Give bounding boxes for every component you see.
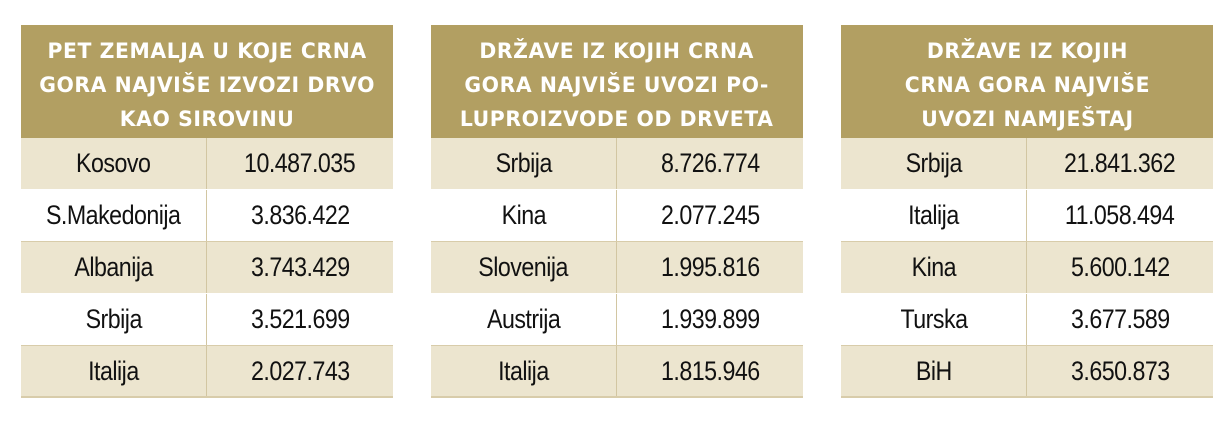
table-row: Turska 3.677.589 (841, 294, 1213, 346)
country-name: Srbija (85, 304, 142, 334)
country-cell: Kosovo (21, 138, 207, 189)
country-cell: Kina (431, 190, 617, 241)
country-name: Italija (88, 355, 139, 386)
table-title: DRŽAVE IZ KOJIH CRNA GORA NAJVIŠE UVOZI … (904, 38, 1150, 131)
value-cell: 3.521.699 (207, 294, 393, 345)
country-cell: Srbija (21, 294, 207, 345)
table-row: Kosovo 10.487.035 (21, 138, 393, 190)
value-cell: 1.815.946 (617, 346, 803, 396)
country-name: Srbija (495, 148, 552, 178)
country-cell: Italija (21, 346, 207, 396)
country-name: Kina (911, 252, 956, 282)
data-table-3: DRŽAVE IZ KOJIH CRNA GORA NAJVIŠE UVOZI … (841, 25, 1213, 398)
country-name: Slovenija (478, 252, 569, 282)
country-cell: Turska (841, 294, 1027, 345)
value-cell: 1.995.816 (617, 242, 803, 293)
table-row: Albanija 3.743.429 (21, 242, 393, 294)
table-header: DRŽAVE IZ KOJIH CRNA GORA NAJVIŠE UVOZI … (841, 25, 1213, 138)
table-row: Kina 5.600.142 (841, 242, 1213, 294)
value-cell: 1.939.899 (617, 294, 803, 345)
table-title: PET ZEMALJA U KOJE CRNA GORA NAJVIŠE IZV… (39, 38, 375, 131)
value-amount: 11.058.494 (1065, 200, 1175, 230)
table-row: BiH 3.650.873 (841, 346, 1213, 398)
value-amount: 2.077.245 (660, 200, 760, 230)
value-cell: 10.487.035 (207, 138, 393, 189)
table-row: Italija 11.058.494 (841, 190, 1213, 242)
value-amount: 3.677.589 (1070, 304, 1170, 334)
value-cell: 3.743.429 (207, 242, 393, 293)
value-cell: 2.077.245 (617, 190, 803, 241)
data-table-2: DRŽAVE IZ KOJIH CRNA GORA NAJVIŠE UVOZI … (431, 25, 803, 398)
table-row: Austrija 1.939.899 (431, 294, 803, 346)
value-amount: 10.487.035 (244, 148, 356, 178)
value-cell: 5.600.142 (1027, 242, 1213, 293)
table-header: PET ZEMALJA U KOJE CRNA GORA NAJVIŠE IZV… (21, 25, 393, 138)
value-amount: 2.027.743 (250, 355, 350, 386)
value-cell: 8.726.774 (617, 138, 803, 189)
country-name: Italija (498, 355, 549, 386)
country-name: Kina (501, 200, 546, 230)
value-cell: 21.841.362 (1027, 138, 1213, 189)
country-cell: Slovenija (431, 242, 617, 293)
value-amount: 1.815.946 (660, 355, 760, 386)
value-cell: 2.027.743 (207, 346, 393, 396)
country-cell: Italija (431, 346, 617, 396)
table-row: Srbija 21.841.362 (841, 138, 1213, 190)
table-row: Slovenija 1.995.816 (431, 242, 803, 294)
value-cell: 3.650.873 (1027, 346, 1213, 396)
value-amount: 5.600.142 (1070, 252, 1170, 282)
data-table-1: PET ZEMALJA U KOJE CRNA GORA NAJVIŠE IZV… (21, 25, 393, 398)
table-row: Srbija 8.726.774 (431, 138, 803, 190)
value-cell: 11.058.494 (1027, 190, 1213, 241)
country-cell: Austrija (431, 294, 617, 345)
country-cell: Kina (841, 242, 1027, 293)
value-amount: 1.939.899 (660, 304, 760, 334)
country-cell: BiH (841, 346, 1027, 396)
value-amount: 21.841.362 (1064, 148, 1176, 178)
value-amount: 3.521.699 (250, 304, 350, 334)
country-name: BiH (915, 355, 952, 386)
country-name: Srbija (905, 148, 962, 178)
table-row: Italija 1.815.946 (431, 346, 803, 398)
country-name: Kosovo (76, 148, 151, 178)
table-row: S.Makedonija 3.836.422 (21, 190, 393, 242)
country-cell: S.Makedonija (21, 190, 207, 241)
value-amount: 3.836.422 (250, 200, 350, 230)
value-amount: 8.726.774 (660, 148, 760, 178)
country-name: Italija (908, 200, 959, 230)
table-row: Srbija 3.521.699 (21, 294, 393, 346)
table-row: Kina 2.077.245 (431, 190, 803, 242)
country-cell: Srbija (841, 138, 1027, 189)
table-header: DRŽAVE IZ KOJIH CRNA GORA NAJVIŠE UVOZI … (431, 25, 803, 138)
country-name: S.Makedonija (46, 200, 181, 230)
value-cell: 3.836.422 (207, 190, 393, 241)
value-amount: 1.995.816 (660, 252, 760, 282)
value-amount: 3.650.873 (1070, 355, 1170, 386)
country-cell: Srbija (431, 138, 617, 189)
value-amount: 3.743.429 (250, 252, 350, 282)
country-name: Albanija (74, 252, 153, 282)
value-cell: 3.677.589 (1027, 294, 1213, 345)
country-cell: Albanija (21, 242, 207, 293)
country-name: Turska (899, 304, 968, 334)
country-cell: Italija (841, 190, 1027, 241)
table-title: DRŽAVE IZ KOJIH CRNA GORA NAJVIŠE UVOZI … (460, 38, 774, 131)
country-name: Austrija (486, 304, 561, 334)
table-row: Italija 2.027.743 (21, 346, 393, 398)
